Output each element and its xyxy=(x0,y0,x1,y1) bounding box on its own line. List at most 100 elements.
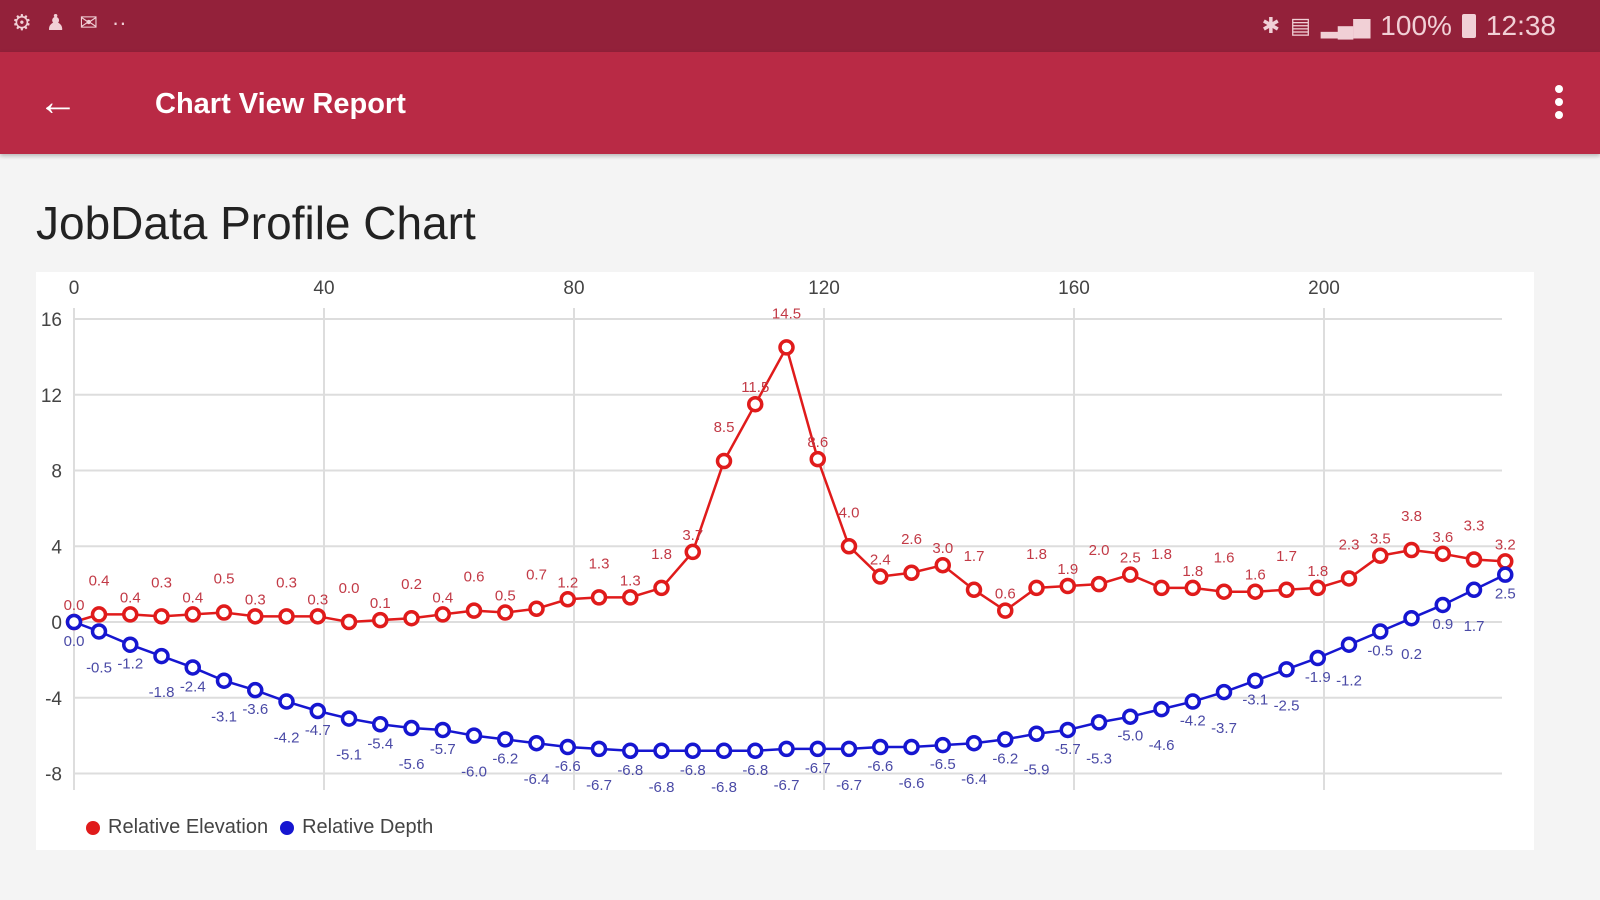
data-point xyxy=(809,740,826,758)
data-point xyxy=(465,727,483,744)
data-point xyxy=(903,738,920,756)
data-label: 1.8 xyxy=(1026,546,1047,563)
data-point xyxy=(309,608,326,625)
x-tick-label: 120 xyxy=(808,278,840,299)
status-bar: ⚙ ♟ ✉ ·· ✱ ▤ ▂▄▆ 100% 12:38 xyxy=(0,0,1600,52)
clock: 12:38 xyxy=(1485,10,1556,41)
legend-swatch-depth xyxy=(280,820,295,835)
data-point xyxy=(622,742,639,760)
data-point xyxy=(903,564,920,582)
data-label: 3.8 xyxy=(1401,508,1422,525)
data-label: 0.4 xyxy=(432,589,453,606)
data-label: -3.7 xyxy=(1211,720,1237,737)
data-point xyxy=(122,606,139,623)
data-point xyxy=(1184,579,1201,597)
data-label: -6.4 xyxy=(961,771,987,788)
y-tick-label: -8 xyxy=(45,765,62,786)
data-label: 1.2 xyxy=(557,574,578,591)
data-label: -5.0 xyxy=(1117,728,1143,745)
data-label: -5.1 xyxy=(336,747,362,764)
data-point xyxy=(465,602,483,619)
data-point xyxy=(934,556,951,574)
data-label: 1.7 xyxy=(1464,618,1485,635)
data-point xyxy=(215,604,233,621)
data-point xyxy=(153,647,170,665)
data-point xyxy=(715,742,733,760)
data-label: -6.0 xyxy=(461,764,487,781)
data-label: -4.2 xyxy=(1180,713,1206,730)
data-label: -5.6 xyxy=(399,756,425,773)
data-point xyxy=(1434,545,1451,563)
data-point xyxy=(965,581,983,599)
data-point xyxy=(1184,693,1201,710)
data-label: -5.3 xyxy=(1086,750,1112,767)
data-label: -2.5 xyxy=(1274,697,1300,714)
data-point xyxy=(90,623,108,640)
data-point xyxy=(997,731,1014,748)
legend-label-depth: Relative Depth xyxy=(302,816,434,838)
data-point xyxy=(684,742,701,760)
wifi-icon: ▤ xyxy=(1290,13,1311,38)
battery-icon xyxy=(1461,14,1476,38)
bluetooth-icon: ✱ xyxy=(1261,13,1281,38)
data-point xyxy=(278,693,295,710)
data-label: -6.8 xyxy=(742,762,768,779)
data-label: -6.7 xyxy=(774,777,800,794)
data-label: -6.8 xyxy=(680,762,706,779)
data-point xyxy=(1372,547,1389,564)
data-label: 0.1 xyxy=(370,595,391,612)
data-point xyxy=(184,659,201,676)
data-point xyxy=(1340,636,1358,653)
x-tick-label: 80 xyxy=(563,278,584,299)
data-label: 8.5 xyxy=(714,419,735,436)
data-point xyxy=(559,738,576,756)
data-point xyxy=(778,740,795,758)
data-point xyxy=(1247,672,1264,689)
data-point xyxy=(1309,649,1326,667)
data-point xyxy=(1153,700,1170,718)
data-label: 2.3 xyxy=(1339,536,1360,553)
data-label: 2.0 xyxy=(1089,542,1110,559)
data-label: 1.7 xyxy=(1276,548,1297,565)
data-point xyxy=(1278,581,1295,599)
data-label: 0.9 xyxy=(1432,616,1453,633)
data-point xyxy=(184,606,201,623)
data-point xyxy=(340,710,358,727)
data-point xyxy=(372,611,389,629)
data-label: -5.9 xyxy=(1024,762,1050,779)
data-label: -6.6 xyxy=(867,758,893,775)
signal-icon: ▂▄▆ xyxy=(1320,13,1371,38)
data-label: 0.3 xyxy=(307,591,328,608)
data-point xyxy=(247,608,264,625)
data-label: -1.9 xyxy=(1305,669,1331,686)
overflow-menu-icon[interactable] xyxy=(1552,80,1566,124)
app-bar: ← Chart View Report xyxy=(0,52,1600,154)
y-tick-label: -4 xyxy=(45,689,62,710)
person-icon: ♟ xyxy=(45,10,66,35)
data-label: 3.3 xyxy=(1464,518,1485,535)
data-point xyxy=(497,604,514,621)
sync-icon: ⚙ xyxy=(12,10,32,35)
data-point xyxy=(590,589,608,606)
data-label: -6.2 xyxy=(992,750,1018,767)
data-point xyxy=(1465,551,1483,568)
data-point xyxy=(559,591,576,608)
data-point xyxy=(1340,570,1358,587)
data-point xyxy=(1090,714,1108,731)
data-point xyxy=(715,452,733,470)
data-label: -4.2 xyxy=(274,730,300,747)
data-label: 0.3 xyxy=(276,574,297,591)
data-point xyxy=(1372,623,1389,640)
arrow-left-icon[interactable]: ← xyxy=(38,80,78,124)
data-point xyxy=(1497,553,1514,570)
data-label: 1.8 xyxy=(1151,546,1172,563)
data-point xyxy=(1309,579,1326,597)
y-tick-label: 4 xyxy=(51,537,62,558)
app-bar-title: Chart View Report xyxy=(155,88,406,120)
data-label: 14.5 xyxy=(772,305,801,322)
data-label: -6.6 xyxy=(899,775,925,792)
data-point xyxy=(1028,579,1045,597)
x-tick-label: 0 xyxy=(69,278,80,299)
data-point xyxy=(247,681,264,699)
data-label: -6.7 xyxy=(586,777,612,794)
